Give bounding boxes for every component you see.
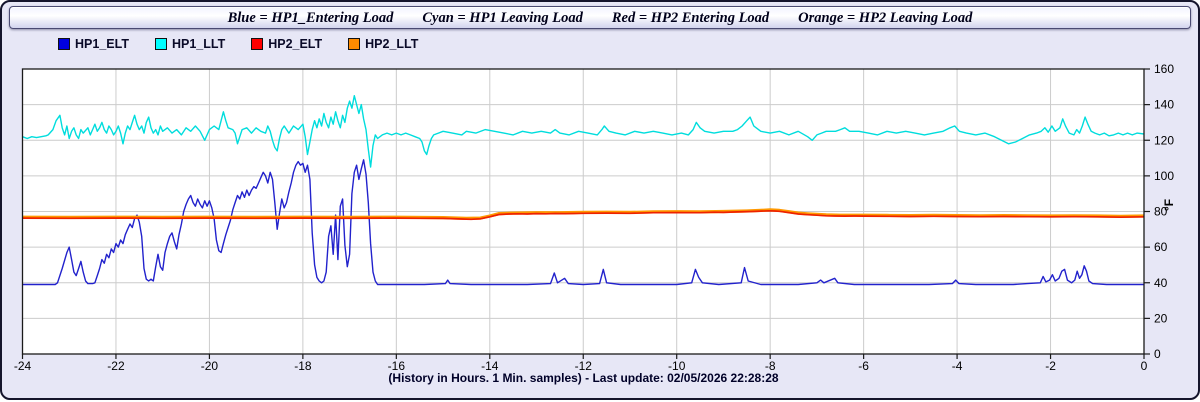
svg-text:-10: -10 [668,359,686,373]
svg-text:-14: -14 [481,359,499,373]
svg-text:0: 0 [1154,347,1161,361]
svg-text:-20: -20 [201,359,219,373]
svg-text:-24: -24 [14,359,32,373]
svg-text:-18: -18 [294,359,312,373]
legend-item-hp1-llt: HP1_LLT [154,37,226,51]
legend-item-hp2-llt: HP2_LLT [348,37,418,51]
svg-text:100: 100 [1154,169,1174,183]
legend-label-hp2-elt: HP2_ELT [268,37,323,51]
svg-text:120: 120 [1154,133,1174,147]
footer-caption: (History in Hours. 1 Min. samples) - Las… [388,371,779,385]
y-axis-unit-label: °F [1162,198,1177,212]
svg-text:-16: -16 [388,359,406,373]
legend-swatch-hp2-llt [348,38,361,50]
svg-text:-2: -2 [1045,359,1056,373]
legend-item-hp2-elt: HP2_ELT [251,37,322,51]
svg-text:-22: -22 [107,359,125,373]
svg-text:40: 40 [1154,276,1168,290]
legend-label-hp1-llt: HP1_LLT [171,37,226,51]
chart-title-bar: Blue = HP1_Entering Load Cyan = HP1 Leav… [9,6,1191,29]
legend-swatch-hp1-llt [154,38,167,50]
svg-text:-6: -6 [858,359,869,373]
svg-text:-12: -12 [575,359,593,373]
svg-text:0: 0 [1141,359,1148,373]
chart-title: Blue = HP1_Entering Load Cyan = HP1 Leav… [227,10,973,26]
legend-label-hp2-llt: HP2_LLT [365,37,419,51]
legend-swatch-hp2-elt [251,38,264,50]
svg-text:160: 160 [1154,62,1174,76]
svg-text:20: 20 [1154,311,1168,325]
legend-label-hp1-elt: HP1_ELT [75,37,129,51]
chart-legend: HP1_ELT HP1_LLT HP2_ELT HP2_LLT [58,37,418,51]
legend-swatch-hp1-elt [58,38,70,50]
svg-text:-4: -4 [952,359,963,373]
legend-item-hp1-elt: HP1_ELT [58,37,129,51]
svg-text:-8: -8 [765,359,776,373]
svg-text:60: 60 [1154,240,1168,254]
svg-text:80: 80 [1154,205,1168,219]
svg-text:140: 140 [1154,98,1174,112]
